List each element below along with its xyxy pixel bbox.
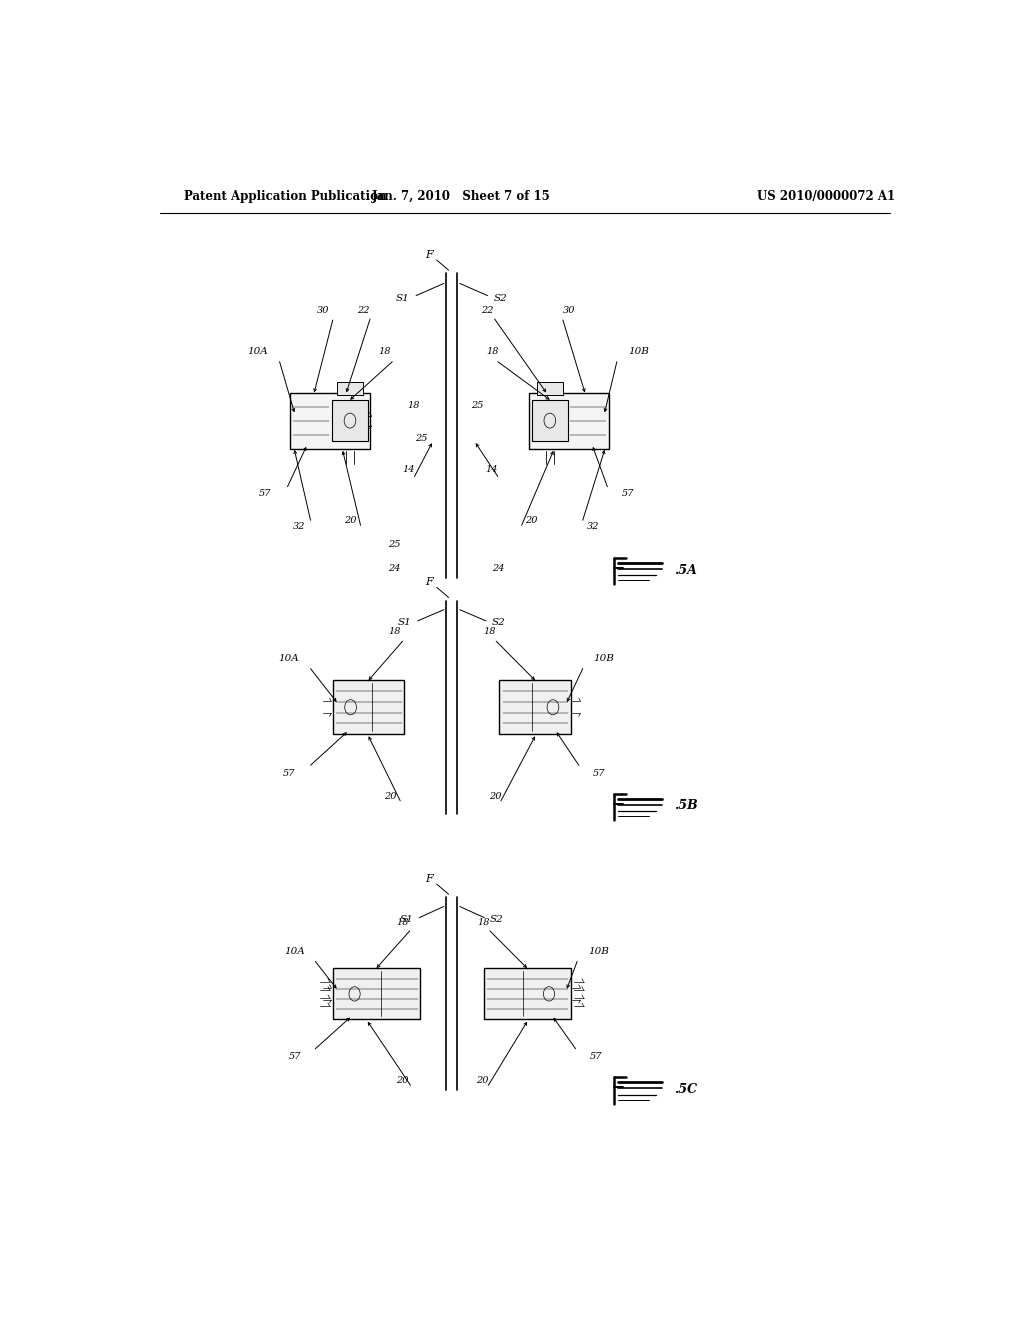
- Text: S2: S2: [495, 294, 508, 304]
- Text: 20: 20: [476, 1076, 488, 1085]
- Text: .5A: .5A: [675, 564, 697, 577]
- Bar: [291, 392, 370, 449]
- Text: .5C: .5C: [675, 1082, 697, 1096]
- Text: 57: 57: [590, 1052, 602, 1061]
- Text: S1: S1: [399, 915, 414, 924]
- Text: 22: 22: [356, 306, 370, 315]
- Bar: [333, 969, 420, 1019]
- Text: S1: S1: [395, 294, 410, 304]
- Text: .5B: .5B: [674, 800, 697, 812]
- Text: S1: S1: [398, 618, 412, 627]
- Text: 24: 24: [388, 564, 401, 573]
- Text: 18: 18: [408, 401, 420, 411]
- Text: F: F: [425, 577, 433, 587]
- Text: 18: 18: [378, 347, 390, 356]
- Text: 57: 57: [283, 768, 295, 777]
- Text: 14: 14: [485, 465, 498, 474]
- Text: 57: 57: [289, 1052, 301, 1061]
- Text: S2: S2: [490, 915, 504, 924]
- Text: 24: 24: [492, 564, 504, 573]
- Text: US 2010/0000072 A1: US 2010/0000072 A1: [758, 190, 895, 202]
- Text: 32: 32: [293, 521, 306, 531]
- Text: 25: 25: [471, 401, 483, 411]
- Text: S2: S2: [492, 618, 506, 627]
- Text: 25: 25: [388, 540, 401, 549]
- Text: 30: 30: [317, 306, 330, 315]
- Text: 20: 20: [384, 792, 396, 801]
- Text: 57: 57: [592, 768, 605, 777]
- Bar: [337, 383, 362, 395]
- Text: 10A: 10A: [247, 347, 267, 356]
- Text: Jan. 7, 2010   Sheet 7 of 15: Jan. 7, 2010 Sheet 7 of 15: [372, 190, 551, 202]
- Text: 25: 25: [416, 434, 428, 444]
- Text: 14: 14: [401, 465, 415, 474]
- Text: 10B: 10B: [594, 653, 614, 663]
- Bar: [500, 680, 570, 734]
- Bar: [538, 383, 562, 395]
- Text: 20: 20: [489, 792, 502, 801]
- Text: 10B: 10B: [628, 347, 649, 356]
- Text: 20: 20: [525, 516, 538, 525]
- Text: F: F: [425, 874, 433, 884]
- Text: 32: 32: [587, 521, 599, 531]
- Text: 18: 18: [483, 627, 497, 635]
- Bar: [529, 392, 608, 449]
- Text: 18: 18: [477, 919, 489, 927]
- Text: 18: 18: [396, 919, 409, 927]
- Text: 30: 30: [563, 306, 575, 315]
- Text: 10B: 10B: [588, 946, 609, 956]
- Text: 10A: 10A: [279, 653, 299, 663]
- Text: 10A: 10A: [285, 946, 305, 956]
- Text: 20: 20: [344, 516, 356, 525]
- Text: Patent Application Publication: Patent Application Publication: [183, 190, 386, 202]
- Text: 57: 57: [259, 490, 271, 499]
- Text: 22: 22: [481, 306, 494, 315]
- Text: 20: 20: [396, 1076, 409, 1085]
- Text: F: F: [425, 249, 433, 260]
- Bar: [483, 969, 570, 1019]
- Text: 18: 18: [486, 347, 500, 356]
- Text: 18: 18: [388, 627, 401, 635]
- Bar: [531, 400, 568, 441]
- Bar: [333, 680, 404, 734]
- Text: 57: 57: [622, 490, 634, 499]
- Bar: [332, 400, 368, 441]
